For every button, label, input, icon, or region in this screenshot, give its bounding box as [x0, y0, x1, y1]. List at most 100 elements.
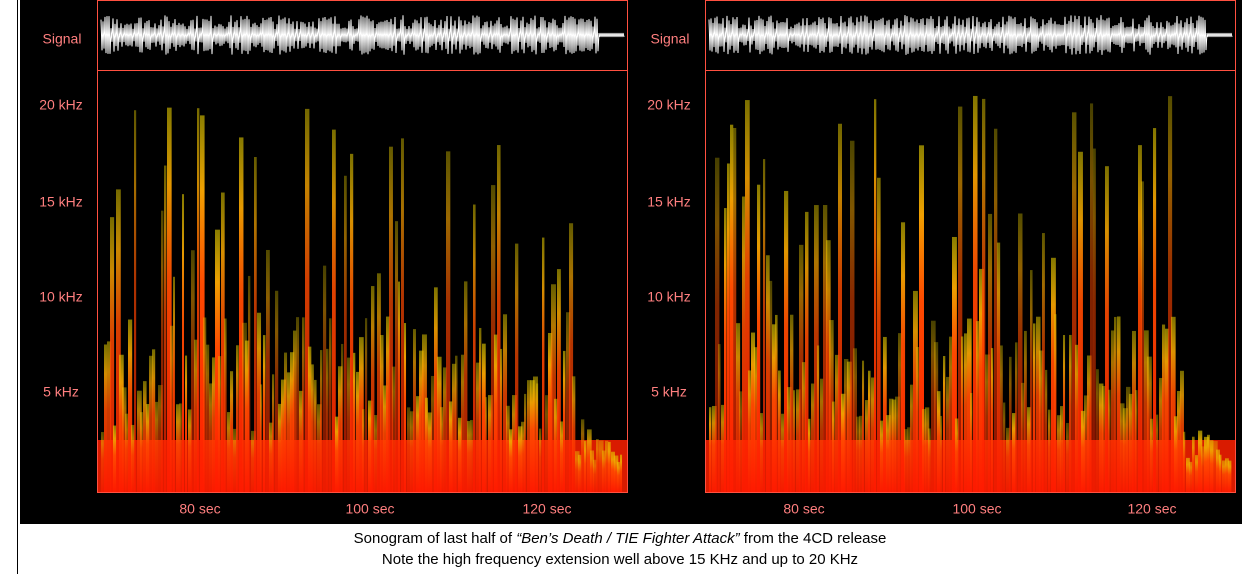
spectrogram-streak — [814, 205, 819, 493]
spectrogram-streak — [281, 379, 286, 492]
spectrogram-streak — [1201, 446, 1205, 492]
signal-label: Signal — [651, 31, 690, 47]
spectrogram-streak — [1033, 323, 1036, 492]
spectrogram-streak — [1177, 390, 1181, 492]
spectrogram-streak — [161, 210, 164, 492]
spectrogram-streak — [1168, 96, 1173, 492]
spectrogram-streak — [509, 429, 513, 492]
spectrogram-streak — [751, 332, 756, 492]
spectrogram-streak — [116, 189, 121, 492]
spectrogram-streak — [212, 357, 216, 492]
spectrogram-streak — [1189, 461, 1193, 492]
spectrogram-streak — [775, 314, 778, 492]
spectrogram-streak — [949, 336, 953, 492]
x-axis-label: 80 sec — [179, 501, 220, 517]
spectrogram-streak — [497, 145, 501, 492]
spectrogram-streak — [461, 354, 465, 492]
spectrogram-streak — [1015, 342, 1018, 492]
spectrogram-streak — [413, 329, 416, 492]
spectrogram-streak — [257, 312, 262, 492]
spectrogram-streak — [1063, 335, 1066, 492]
spectrogram-streak — [763, 159, 766, 492]
spectrogram-streak — [1030, 270, 1033, 492]
spectrogram-streak — [167, 107, 172, 492]
spectrogram-streak — [748, 370, 752, 492]
spectrogram-streak — [712, 405, 717, 492]
spectrogram-streak — [1090, 103, 1094, 493]
spectrogram-streak — [110, 217, 115, 492]
spectrogram-streak — [1135, 390, 1138, 492]
spectrogram-streak — [964, 333, 967, 492]
spectrogram-streak — [1153, 128, 1157, 492]
spectrogram-streak — [1024, 330, 1027, 492]
spectrogram-streak — [1027, 407, 1031, 492]
spectrogram-streak — [560, 421, 564, 492]
spectrogram-streak — [404, 323, 407, 492]
spectrogram-frame — [97, 70, 628, 493]
spectrogram-streak — [179, 403, 182, 492]
spectrogram-streak — [584, 440, 587, 492]
spectrogram-streak — [272, 374, 275, 492]
spectrogram-streak — [347, 357, 352, 492]
spectrogram-streak — [572, 376, 576, 492]
spectrogram-streak — [197, 108, 200, 492]
spectrogram-streak — [119, 354, 124, 492]
spectrogram-streak — [997, 242, 1001, 492]
spectrogram-streak — [841, 393, 846, 492]
spectrogram-streak — [407, 407, 411, 492]
spectrogram-streak — [832, 401, 835, 492]
spectrogram-streak — [853, 348, 858, 492]
spectrogram-streak — [1078, 151, 1083, 493]
caption-title: “Ben’s Death / TIE Fighter Attack” — [516, 530, 740, 547]
spectrogram-streak — [880, 420, 884, 492]
spectrogram-streak — [1093, 148, 1096, 492]
spectrogram-streak — [398, 281, 401, 492]
spectrogram-streak — [596, 439, 599, 492]
spectrogram-streak — [913, 290, 918, 492]
spectrogram-streak — [380, 335, 384, 492]
spectrogram-streak — [781, 413, 785, 492]
spectrogram-streak — [152, 349, 156, 492]
spectrogram-streak — [901, 222, 906, 492]
spectrogram-streak — [602, 450, 606, 492]
x-axis-label: 120 sec — [1127, 501, 1176, 517]
spectrogram-streak — [1018, 213, 1023, 492]
spectrogram-streak — [1186, 457, 1190, 492]
spectrogram-streak — [1000, 345, 1003, 492]
spectrogram-streak — [191, 250, 195, 492]
y-axis-label: 15 kHz — [39, 194, 83, 210]
spectrogram-streak — [470, 420, 473, 492]
spectrogram-streak — [856, 416, 860, 492]
spectrogram-streak — [224, 318, 227, 492]
spectrogram-streak — [464, 281, 468, 492]
spectrogram-streak — [985, 354, 990, 492]
spectrogram-streak — [838, 123, 842, 492]
spectrogram-streak — [805, 211, 809, 493]
spectrogram-streak — [778, 370, 781, 492]
spectrogram-streak — [590, 450, 595, 492]
spectrogram-streak — [1072, 112, 1077, 493]
spectrogram-streak — [251, 430, 256, 492]
spectrogram-streak — [236, 345, 239, 492]
spectrogram-streak — [1039, 350, 1044, 492]
y-axis-label: 5 kHz — [43, 384, 79, 400]
spectrogram-streak — [422, 334, 427, 492]
spectrogram-streak — [760, 413, 763, 492]
spectrogram-streak — [287, 372, 291, 492]
spectrogram-streak — [1174, 416, 1178, 492]
spectrogram-streak — [143, 381, 147, 492]
spectrogram-streak — [943, 356, 946, 492]
spectrogram-streak — [131, 424, 135, 492]
spectrogram-streak — [506, 405, 510, 492]
spectrogram-streak — [368, 400, 373, 492]
spectrogram-streak — [620, 454, 623, 492]
spectrogram-streak — [1060, 406, 1064, 492]
spectrogram-streak — [1054, 314, 1057, 492]
spectrogram-streak — [1183, 431, 1186, 492]
spectrogram-streak — [844, 359, 849, 492]
spectrogram-streak — [164, 165, 167, 493]
spectrogram-streak — [419, 350, 424, 492]
spectrogram-streak — [955, 418, 959, 492]
spectrogram-streak — [1195, 455, 1200, 492]
